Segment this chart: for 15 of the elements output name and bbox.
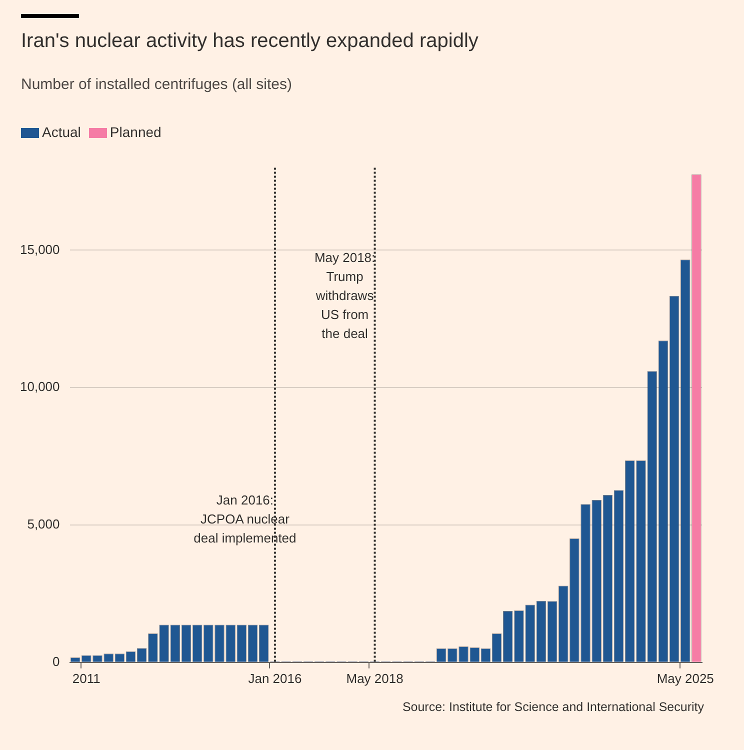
legend-label: Planned bbox=[108, 124, 162, 140]
y-tick-label: 15,000 bbox=[20, 242, 60, 257]
ref-line-label: May 2018: Trump withdraws US from the deal bbox=[314, 250, 376, 341]
x-tick-label: May 2025 bbox=[656, 670, 714, 686]
chart-subtitle: Number of installed centrifuges (all sites) bbox=[21, 76, 292, 93]
x-tick-label: Jan 2016 bbox=[248, 670, 302, 686]
chart-title: Iran's nuclear activity has recently expanded rapidly bbox=[21, 30, 478, 53]
x-tick-label: May 2018 bbox=[346, 670, 404, 686]
y-tick-label: 10,000 bbox=[20, 379, 60, 394]
source-note: Source: Institute for Science and International Security bbox=[402, 700, 704, 714]
y-tick-label: 0 bbox=[52, 654, 60, 669]
legend-label: Actual bbox=[41, 124, 81, 140]
ref-line-label: Jan 2016: JCPOA nuclear deal implemented bbox=[194, 492, 296, 546]
y-tick-label: 5,000 bbox=[27, 516, 60, 532]
x-tick-label: 2011 bbox=[72, 670, 100, 686]
